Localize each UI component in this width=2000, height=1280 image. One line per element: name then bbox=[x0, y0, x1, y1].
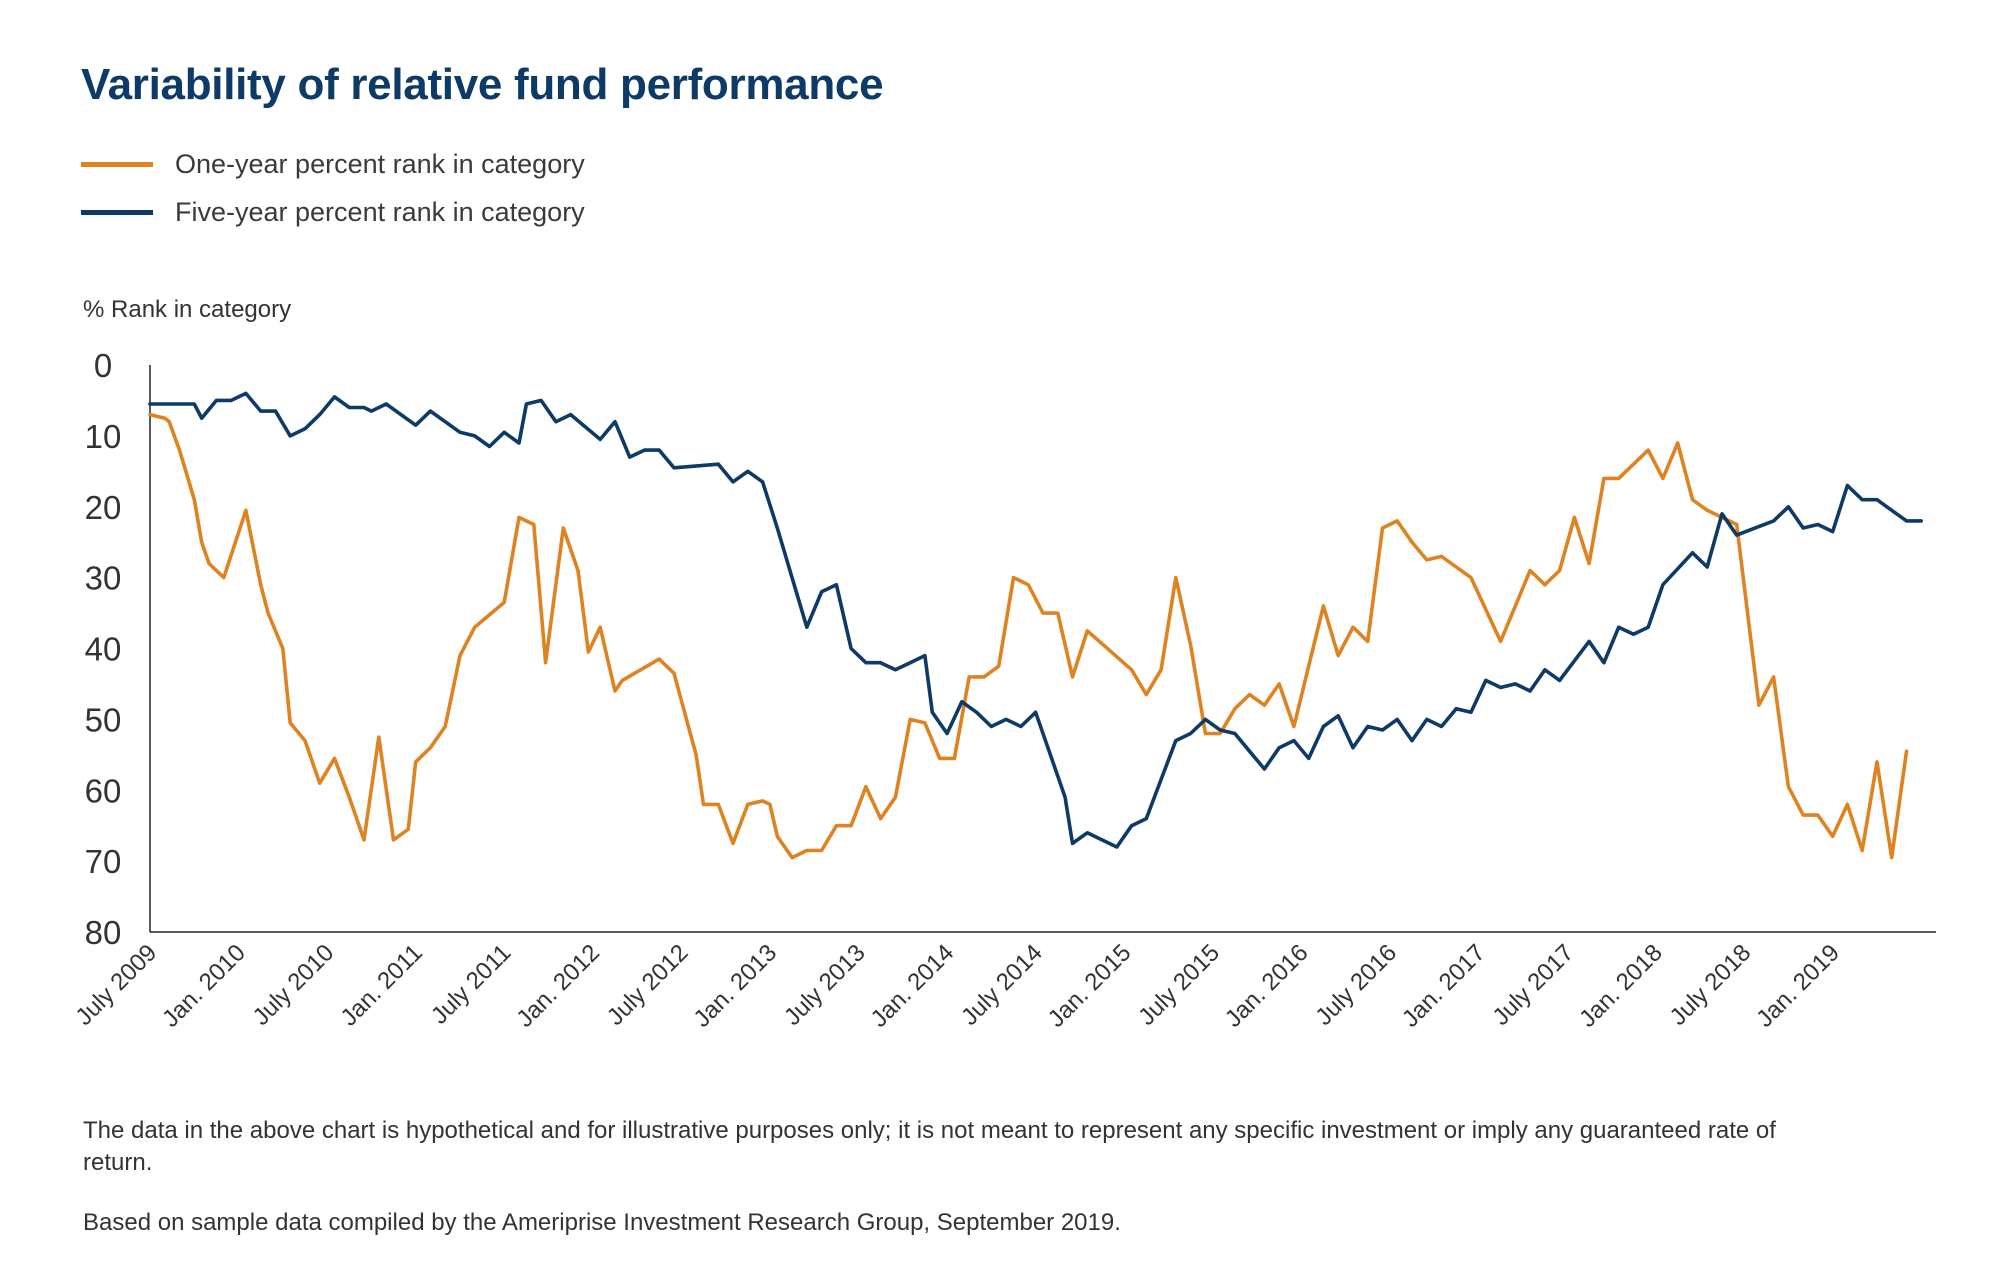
x-tick-label: Jan. 2015 bbox=[1043, 939, 1137, 1033]
chart-title: Variability of relative fund performance bbox=[81, 60, 884, 109]
x-tick-label: July 2014 bbox=[956, 939, 1048, 1031]
y-tick-label: 20 bbox=[85, 489, 122, 526]
x-tick-label: July 2012 bbox=[602, 939, 694, 1031]
line-chart: % Rank in category01020304050607080July … bbox=[70, 296, 1936, 1033]
x-tick-label: Jan. 2018 bbox=[1574, 939, 1668, 1033]
x-tick-label: Jan. 2019 bbox=[1751, 939, 1845, 1033]
legend: One-year percent rank in category Five-y… bbox=[81, 140, 585, 236]
footnote-disclaimer: The data in the above chart is hypotheti… bbox=[83, 1117, 1776, 1176]
x-tick-label: Jan. 2013 bbox=[689, 939, 783, 1033]
x-tick-label: Jan. 2017 bbox=[1397, 939, 1491, 1033]
footnote-source: Based on sample data compiled by the Ame… bbox=[83, 1209, 1121, 1236]
y-tick-label: 50 bbox=[85, 701, 122, 738]
x-tick-label: Jan. 2012 bbox=[511, 939, 605, 1033]
x-tick-label: Jan. 2010 bbox=[157, 939, 251, 1033]
x-tick-label: Jan. 2014 bbox=[866, 939, 960, 1033]
legend-label-five-year: Five-year percent rank in category bbox=[175, 196, 585, 227]
x-tick-label: July 2011 bbox=[426, 939, 516, 1029]
series-line-one-year bbox=[148, 412, 1909, 860]
x-tick-label: July 2009 bbox=[70, 939, 162, 1031]
x-tick-label: July 2018 bbox=[1665, 939, 1757, 1031]
x-tick-label: July 2017 bbox=[1487, 939, 1579, 1031]
x-tick-label: Jan. 2016 bbox=[1220, 939, 1314, 1033]
legend-swatch-one-year bbox=[81, 161, 153, 167]
legend-swatch-five-year bbox=[81, 209, 153, 215]
x-tick-label: July 2015 bbox=[1133, 939, 1225, 1031]
y-tick-label: 70 bbox=[85, 843, 122, 880]
series-line-five-year bbox=[148, 391, 1923, 849]
x-tick-label: July 2010 bbox=[248, 939, 340, 1031]
y-tick-label: 80 bbox=[85, 914, 122, 951]
y-tick-label: 60 bbox=[85, 772, 122, 809]
legend-item-five-year: Five-year percent rank in category bbox=[81, 188, 585, 236]
legend-label-one-year: One-year percent rank in category bbox=[175, 148, 585, 179]
x-tick-label: July 2013 bbox=[779, 939, 871, 1031]
x-tick-label: July 2016 bbox=[1310, 939, 1402, 1031]
y-tick-label: 30 bbox=[85, 560, 122, 597]
y-tick-label: 10 bbox=[85, 418, 122, 455]
legend-item-one-year: One-year percent rank in category bbox=[81, 140, 585, 188]
x-tick-label: Jan. 2011 bbox=[336, 939, 428, 1031]
y-axis-title: % Rank in category bbox=[83, 296, 291, 323]
y-tick-label: 0 bbox=[94, 347, 112, 384]
y-tick-label: 40 bbox=[85, 631, 122, 668]
